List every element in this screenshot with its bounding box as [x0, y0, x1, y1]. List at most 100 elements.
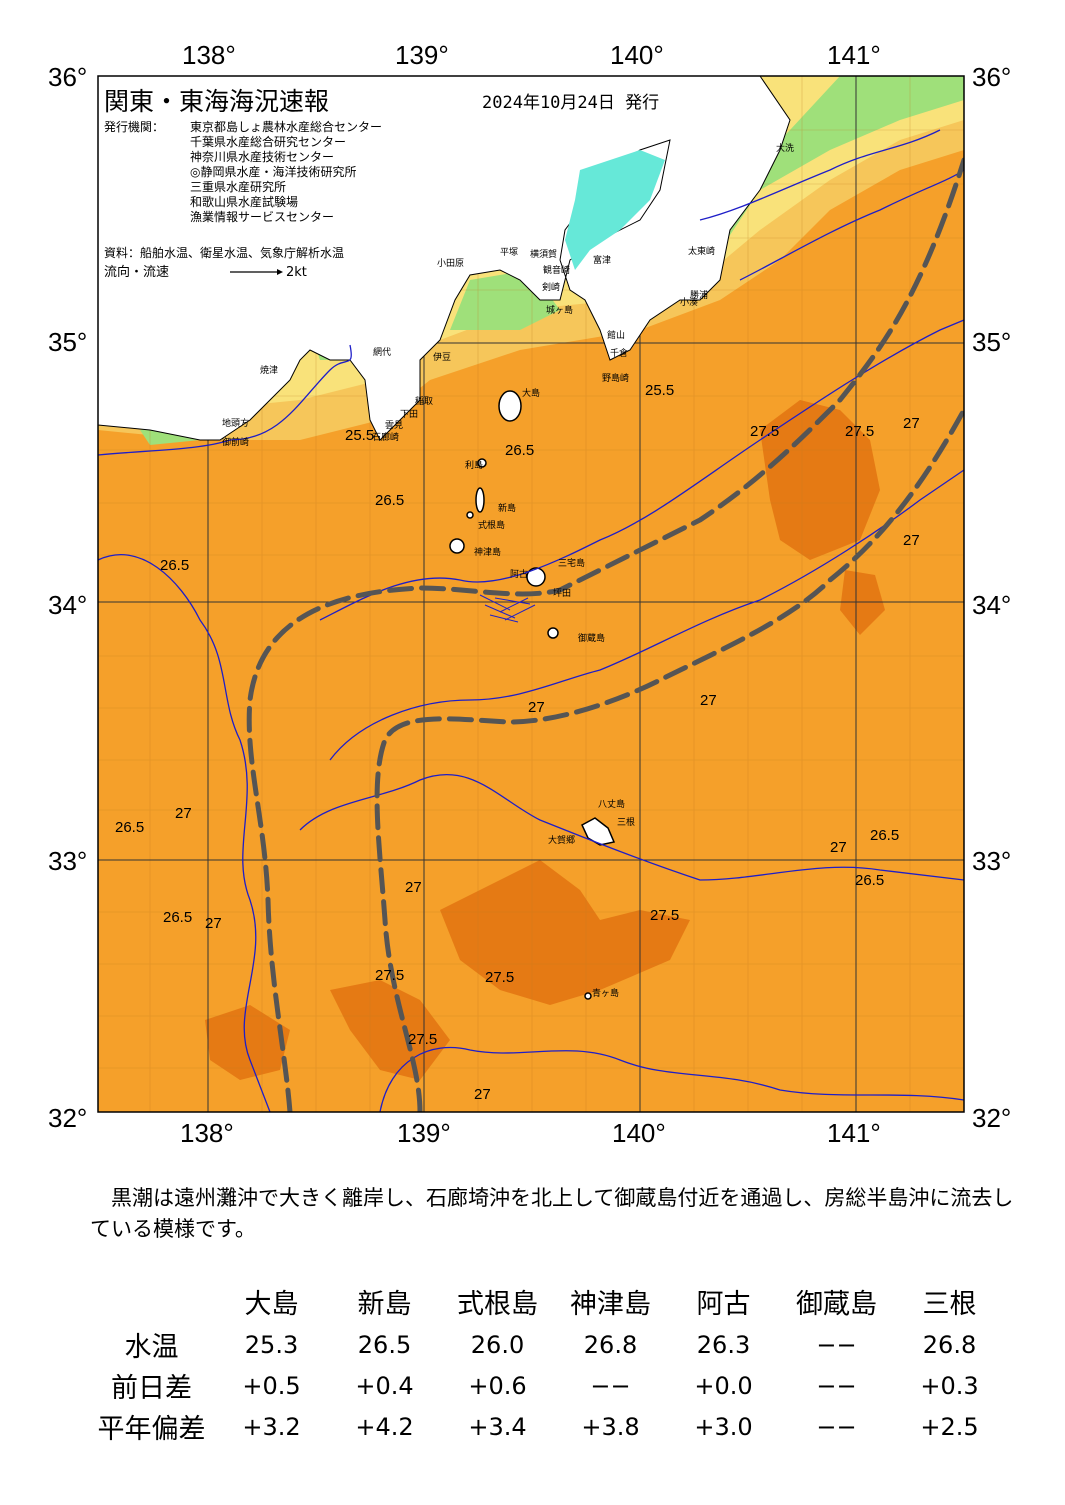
- publisher-list: 東京都島しょ農林水産総合センター 千葉県水産総合研究センター 神奈川県水産技術セ…: [190, 120, 382, 225]
- lon-label-bottom-140: 140°: [612, 1118, 666, 1148]
- place-toshima: 利島: [465, 459, 483, 471]
- table-row: 平年偏差 +3.2 +4.2 +3.4 +3.8 +3.0 −− +2.5: [88, 1406, 1006, 1447]
- place-ito: 伊豆: [433, 351, 451, 363]
- sea-warmer-patch-4: [330, 980, 450, 1080]
- place-yokosuka: 横須賀: [530, 248, 557, 260]
- lat-label-right-36: 36°: [972, 62, 1012, 92]
- place-ajiro: 網代: [373, 346, 391, 358]
- publisher-2: 千葉県水産総合研究センター: [190, 135, 347, 149]
- lat-label-right-33: 33°: [972, 846, 1012, 876]
- place-tsurugizaki: 剣崎: [542, 281, 560, 293]
- place-aogashima: 青ヶ島: [592, 987, 619, 999]
- isotherm-label-27-h: 27: [903, 532, 920, 549]
- isotherm-labels: 25.5 26.5 26.5 26.5 25.5 27.5 27.5 27 27…: [115, 382, 920, 1103]
- lat-label-left-34: 34°: [48, 590, 88, 620]
- place-nojimazaki: 野島崎: [602, 372, 629, 384]
- island-miyakejima: [526, 567, 546, 587]
- table-cell: −−: [816, 1412, 857, 1441]
- publisher-6: 和歌山県水産試験場: [190, 195, 299, 209]
- table-cell: +3.8: [581, 1412, 640, 1441]
- isotherms: [98, 129, 964, 1112]
- island-oshima: [498, 390, 522, 422]
- station-header: 御蔵島: [796, 1288, 877, 1320]
- lat-label-right-34: 34°: [972, 590, 1012, 620]
- place-kozushima: 神津島: [474, 546, 501, 558]
- table-cell: 26.0: [470, 1330, 525, 1359]
- publisher-7: 漁業情報サービスセンター: [190, 210, 335, 224]
- publisher-1: 東京都島しょ農林水産総合センター: [190, 120, 383, 134]
- lon-label-bottom-138: 138°: [180, 1118, 234, 1148]
- island-mikurajima: [547, 627, 559, 639]
- place-mikurajima: 御蔵島: [578, 632, 605, 644]
- map-frame: [97, 75, 965, 1113]
- place-okago: 大賀郷: [548, 834, 575, 846]
- place-taitozaki: 太東崎: [688, 245, 715, 257]
- flow-scale: 2kt: [286, 265, 307, 280]
- place-katsuura: 勝浦: [690, 289, 708, 301]
- place-shimoda: 下田: [400, 409, 418, 420]
- place-names: 大洗 太東崎 勝浦 小湊 富津 館山 千倉 野島崎 横須賀 観音崎 剣崎 城ヶ島…: [222, 142, 794, 999]
- isotherm-label-27-b: 27: [528, 699, 545, 716]
- place-shikinejima: 式根島: [478, 519, 505, 531]
- table-cell: +3.0: [694, 1412, 753, 1441]
- lat-label-right-32: 32°: [972, 1103, 1012, 1133]
- map-title: 関東・東海海況速報: [104, 87, 330, 116]
- table-corner: [88, 1278, 215, 1324]
- place-kumomi: 雲見: [385, 420, 403, 431]
- isotherm-label-255: 25.5: [345, 427, 374, 444]
- place-oshima: 大島: [522, 387, 540, 399]
- sea-warmer-patch-3: [440, 860, 690, 1005]
- place-miyakejima: 三宅島: [558, 557, 585, 569]
- place-mitsune: 三根: [617, 816, 635, 828]
- lat-label-left-33: 33°: [48, 846, 88, 876]
- island-toshima: [477, 458, 487, 468]
- flow-vectors: [479, 594, 536, 623]
- tokyo-bay: [565, 150, 665, 270]
- isotherm-label-27-i: 27: [830, 839, 847, 856]
- island-shikinejima: [466, 511, 474, 519]
- table-cell: 26.8: [922, 1330, 977, 1359]
- table-cell: +0.5: [242, 1371, 301, 1400]
- lon-label-bottom-139: 139°: [397, 1118, 451, 1148]
- isotherm-label-275-c: 27.5: [375, 967, 404, 984]
- lon-label-top-138: 138°: [182, 40, 236, 70]
- place-tsubota: 坪田: [553, 588, 571, 599]
- lat-label-left-36: 36°: [48, 62, 88, 92]
- isotherm-label-275-e: 27.5: [408, 1031, 437, 1048]
- station-header: 阿古: [696, 1288, 751, 1320]
- place-inatori: 稲取: [415, 395, 433, 407]
- sea-warmer-patch-1: [760, 400, 880, 560]
- isotherm-label-27-g: 27: [903, 415, 920, 432]
- kuroshio-axis: [246, 157, 964, 1112]
- place-kannonzaki: 観音崎: [543, 264, 570, 276]
- place-jitogata: 地頭方: [222, 417, 249, 429]
- table-cell: −−: [816, 1371, 857, 1400]
- island-niijima: [475, 487, 485, 513]
- place-futtsu: 富津: [593, 254, 611, 266]
- isotherm-label-265-a: 26.5: [505, 442, 534, 459]
- table-cell: +0.4: [355, 1371, 414, 1400]
- place-ako: 阿古: [510, 568, 528, 580]
- sea-temperature-map: 25.5 26.5 26.5 26.5 25.5 27.5 27.5 27 27…: [97, 75, 965, 1113]
- publisher-3: 神奈川県水産技術センター: [190, 150, 335, 164]
- isotherm-label-265-d: 26.5: [115, 819, 144, 836]
- station-header: 新島: [357, 1288, 412, 1320]
- station-header: 大島: [244, 1288, 299, 1320]
- isotherm-label-27-a: 27: [700, 692, 717, 709]
- place-yaizu: 焼津: [260, 365, 278, 376]
- data-source: 資料：船舶水温、衛星水温、気象庁解析水温: [104, 246, 345, 260]
- isotherm-label-275-b: 27.5: [750, 423, 779, 440]
- table-cell: −−: [590, 1371, 631, 1400]
- table-cell: +0.0: [694, 1371, 753, 1400]
- station-header: 三根: [922, 1288, 977, 1320]
- table-header-row: 大島 新島 式根島 神津島 阿古 御蔵島 三根: [88, 1278, 1006, 1324]
- station-header: 式根島: [457, 1288, 538, 1320]
- isotherm-label-275-d: 27.5: [485, 969, 514, 986]
- isotherm-label-255-b: 25.5: [645, 382, 674, 399]
- table-cell: +0.6: [468, 1371, 527, 1400]
- isotherm-label-265-f: 26.5: [870, 827, 899, 844]
- publisher-4: ◎静岡県水産・海洋技術研究所: [190, 165, 357, 179]
- table-cell: 25.3: [244, 1330, 299, 1359]
- lon-label-bottom-141: 141°: [827, 1118, 881, 1148]
- place-hachijojima: 八丈島: [598, 798, 625, 810]
